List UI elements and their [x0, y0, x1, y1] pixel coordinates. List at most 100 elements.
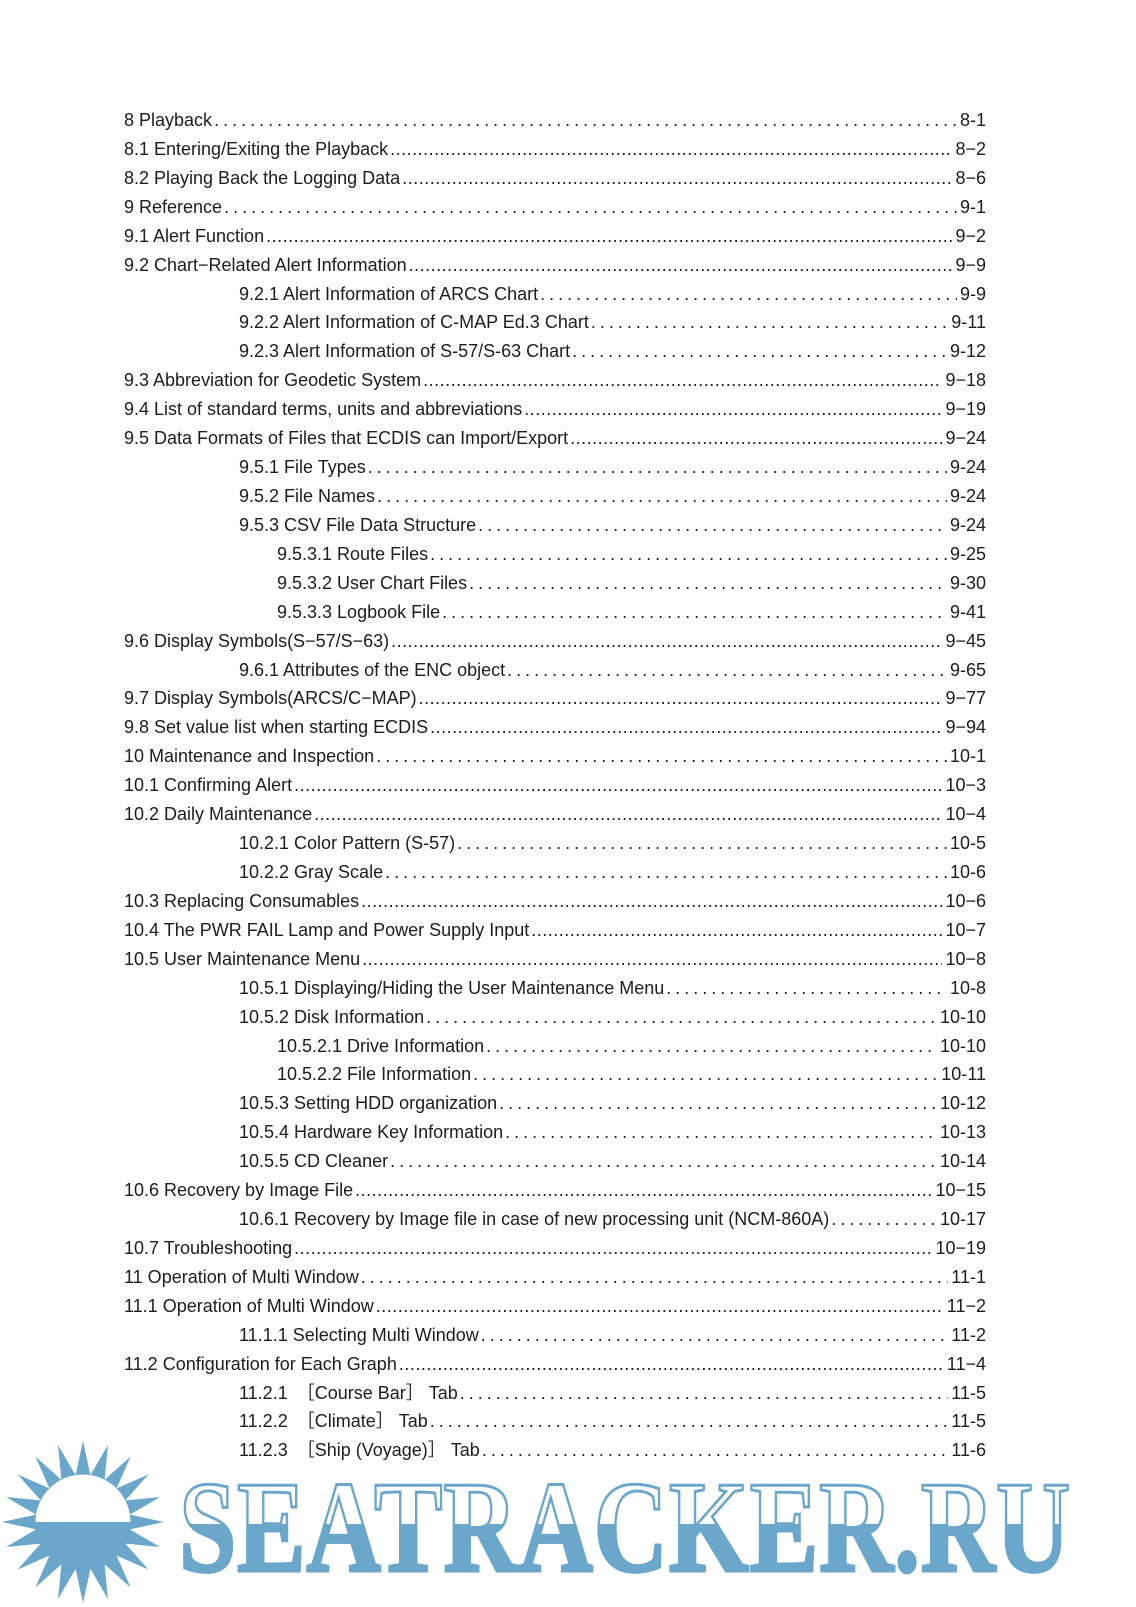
toc-page-number: 10-1 — [949, 746, 986, 767]
toc-entry: 8.1 Entering/Exiting the Playback.......… — [124, 135, 986, 164]
toc-page-number: 9−18 — [945, 370, 986, 391]
toc-page-number: 9-30 — [949, 572, 986, 593]
toc-entry: 10.5.1 Displaying/Hiding the User Mainte… — [124, 974, 986, 1003]
watermark-text-solid: SEATRACKER.RU — [179, 1455, 1071, 1600]
toc-page-number: 9-1 — [959, 196, 986, 217]
toc-entry-title: 9.2 Chart−Related Alert Information — [124, 254, 407, 275]
toc-entry-title: 9.6 Display Symbols(S−57/S−63) — [124, 630, 390, 651]
toc-entry: 10.2 Daily Maintenance..................… — [124, 800, 986, 829]
watermark-text: SEATRACKER.RU SEATRACKER.RU — [178, 1454, 1072, 1602]
toc-entry-title: 9.3 Abbreviation for Geodetic System — [124, 370, 422, 391]
toc-entry: 9.2.3 Alert Information of S-57/S-63 Cha… — [124, 337, 986, 366]
toc-entry: 9.4 List of standard terms, units and ab… — [124, 395, 986, 424]
toc-page-number: 10−3 — [945, 775, 986, 796]
toc-entry-title: 10.5 User Maintenance Menu — [124, 948, 361, 969]
toc-page-number: 9−45 — [945, 630, 986, 651]
toc-entry: 9.7 Display Symbols(ARCS/C−MAP).........… — [124, 684, 986, 713]
toc-entry-title: 9.5.2 File Names — [239, 485, 376, 506]
toc-entry: 11.1 Operation of Multi Window..........… — [124, 1292, 986, 1321]
toc-entry-title: 9.2.1 Alert Information of ARCS Chart — [239, 283, 539, 304]
toc-entry-title: 11.2.1 ［Course Bar］ Tab — [239, 1382, 458, 1403]
toc-entry-title: 9.4 List of standard terms, units and ab… — [124, 399, 523, 420]
toc-page-number: 8−2 — [955, 138, 986, 159]
toc-leader-dots: ........................................… — [590, 312, 948, 333]
toc-page-number: 11-2 — [951, 1324, 986, 1345]
toc-entry-title: 11.2.3 ［Ship (Voyage)］ Tab — [239, 1440, 480, 1461]
toc-entry: 10.5.2.1 Drive Information..............… — [124, 1032, 986, 1061]
toc-leader-dots: ........................................… — [423, 370, 942, 391]
toc-page-number: 11−2 — [946, 1295, 986, 1316]
toc-entry-title: 9.5.3 CSV File Data Structure — [239, 514, 477, 535]
toc-page-number: 10-11 — [941, 1064, 986, 1085]
toc-entry-title: 10.2.2 Gray Scale — [239, 861, 384, 882]
toc-entry: 10.2.1 Color Pattern (S-57).............… — [124, 829, 986, 858]
toc-entry: 10.3 Replacing Consumables..............… — [124, 887, 986, 916]
toc-page-number: 11-5 — [951, 1411, 986, 1432]
toc-leader-dots: ........................................… — [294, 775, 943, 796]
toc-leader-dots: ........................................… — [418, 688, 943, 709]
toc-entry: 9.3 Abbreviation for Geodetic System....… — [124, 366, 986, 395]
toc-leader-dots: ........................................… — [360, 1266, 949, 1287]
toc-list: 8 Playback..............................… — [124, 106, 986, 1465]
toc-leader-dots: ........................................… — [505, 1122, 937, 1143]
toc-leader-dots: ........................................… — [429, 1411, 949, 1432]
toc-leader-dots: ........................................… — [481, 1440, 948, 1461]
toc-leader-dots: ........................................… — [570, 428, 942, 449]
toc-page-number: 8-1 — [959, 110, 986, 130]
toc-entry: 9 Reference.............................… — [124, 193, 986, 222]
toc-page-number: 10-8 — [949, 977, 986, 998]
toc-entry-title: 10.5.3 Setting HDD organization — [239, 1093, 498, 1114]
toc-leader-dots: ........................................… — [442, 601, 947, 622]
toc-entry: 9.6 Display Symbols(S−57/S−63)..........… — [124, 627, 986, 656]
toc-leader-dots: ........................................… — [430, 543, 947, 564]
toc-entry: 9.1 Alert Function......................… — [124, 222, 986, 251]
toc-page-number: 9-24 — [949, 485, 986, 506]
toc-leader-dots: ........................................… — [402, 167, 953, 188]
toc-page-number: 9−94 — [945, 717, 986, 738]
toc-leader-dots: ........................................… — [666, 977, 947, 998]
toc-entry-title: 11.2 Configuration for Each Graph — [124, 1353, 397, 1374]
toc-leader-dots: ........................................… — [362, 948, 942, 969]
toc-page-number: 9−19 — [945, 399, 986, 420]
toc-entry-title: 10.5.1 Displaying/Hiding the User Mainte… — [239, 977, 665, 998]
toc-entry-title: 9.6.1 Attributes of the ENC object — [239, 659, 506, 680]
toc-leader-dots: ........................................… — [507, 659, 947, 680]
toc-page-number: 9-25 — [949, 543, 986, 564]
toc-page-number: 11-1 — [951, 1266, 986, 1287]
toc-entry: 11.2.3 ［Ship (Voyage)］ Tab..............… — [124, 1436, 986, 1465]
toc-leader-dots: ........................................… — [473, 1064, 938, 1085]
toc-entry: 9.5.1 File Types........................… — [124, 453, 986, 482]
toc-page-number: 9−77 — [945, 688, 986, 709]
toc-entry-title: 10.6.1 Recovery by Image file in case of… — [239, 1209, 830, 1230]
toc-entry: 9.5.2 File Names........................… — [124, 482, 986, 511]
toc-entry: 11.2.1 ［Course Bar］ Tab.................… — [124, 1379, 986, 1408]
toc-leader-dots: ........................................… — [224, 196, 957, 217]
toc-leader-dots: ........................................… — [831, 1209, 937, 1230]
toc-entry: 10.5.2 Disk Information.................… — [124, 1003, 986, 1032]
toc-entry-title: 9 Reference — [124, 196, 223, 217]
toc-entry-title: 10.5.4 Hardware Key Information — [239, 1122, 504, 1143]
toc-entry-title: 10.5.2.1 Drive Information — [277, 1035, 485, 1056]
toc-leader-dots: ........................................… — [398, 1353, 944, 1374]
toc-leader-dots: ........................................… — [376, 746, 947, 767]
toc-leader-dots: ........................................… — [540, 283, 957, 304]
toc-entry-title: 9.7 Display Symbols(ARCS/C−MAP) — [124, 688, 417, 709]
toc-entry: 9.5.3.2 User Chart Files................… — [124, 569, 986, 598]
toc-entry: 8 Playback..............................… — [124, 106, 986, 135]
toc-page-number: 11−4 — [946, 1353, 986, 1374]
toc-entry-title: 10.4 The PWR FAIL Lamp and Power Supply … — [124, 919, 530, 940]
toc-entry-title: 11 Operation of Multi Window — [124, 1266, 359, 1287]
toc-entry: 10.6 Recovery by Image File.............… — [124, 1176, 986, 1205]
toc-entry-title: 11.1 Operation of Multi Window — [124, 1295, 374, 1316]
sun-core-shape — [35, 1474, 131, 1570]
toc-entry-title: 10.7 Troubleshooting — [124, 1237, 293, 1258]
toc-leader-dots: ........................................… — [390, 138, 952, 159]
toc-entry-title: 8 Playback — [124, 110, 213, 130]
toc-entry-title: 10.5.2.2 File Information — [277, 1064, 472, 1085]
toc-entry: 10.5.2.2 File Information...............… — [124, 1060, 986, 1089]
toc-entry: 9.8 Set value list when starting ECDIS..… — [124, 713, 986, 742]
toc-leader-dots: ........................................… — [430, 717, 942, 738]
toc-entry: 10.5.4 Hardware Key Information.........… — [124, 1118, 986, 1147]
toc-entry: 10.4 The PWR FAIL Lamp and Power Supply … — [124, 916, 986, 945]
toc-leader-dots: ........................................… — [214, 110, 957, 130]
